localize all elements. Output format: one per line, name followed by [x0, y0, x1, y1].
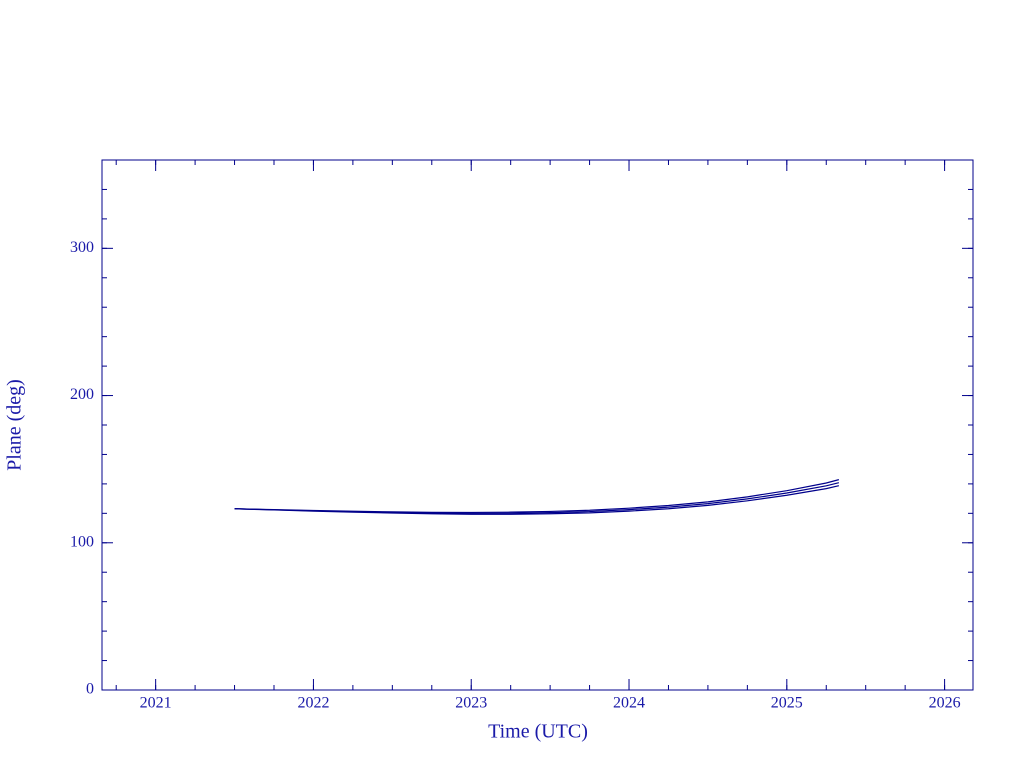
x-tick-label: 2023 [455, 695, 487, 712]
y-tick-label: 0 [86, 681, 94, 698]
plot-frame [101, 159, 974, 691]
series-line [234, 479, 840, 514]
series-line [234, 485, 840, 515]
x-tick-label: 2024 [613, 695, 645, 712]
x-axis-label: Time (UTC) [488, 721, 588, 743]
x-tick-label: 2021 [140, 695, 172, 712]
series-line [234, 482, 840, 514]
y-tick-label: 100 [70, 533, 94, 550]
y-tick-label: 300 [70, 239, 94, 256]
y-tick-label: 200 [70, 386, 94, 403]
x-tick-label: 2026 [929, 695, 961, 712]
x-tick-label: 2022 [297, 695, 329, 712]
y-axis-label: Plane (deg) [4, 379, 26, 471]
x-tick-label: 2025 [771, 695, 803, 712]
